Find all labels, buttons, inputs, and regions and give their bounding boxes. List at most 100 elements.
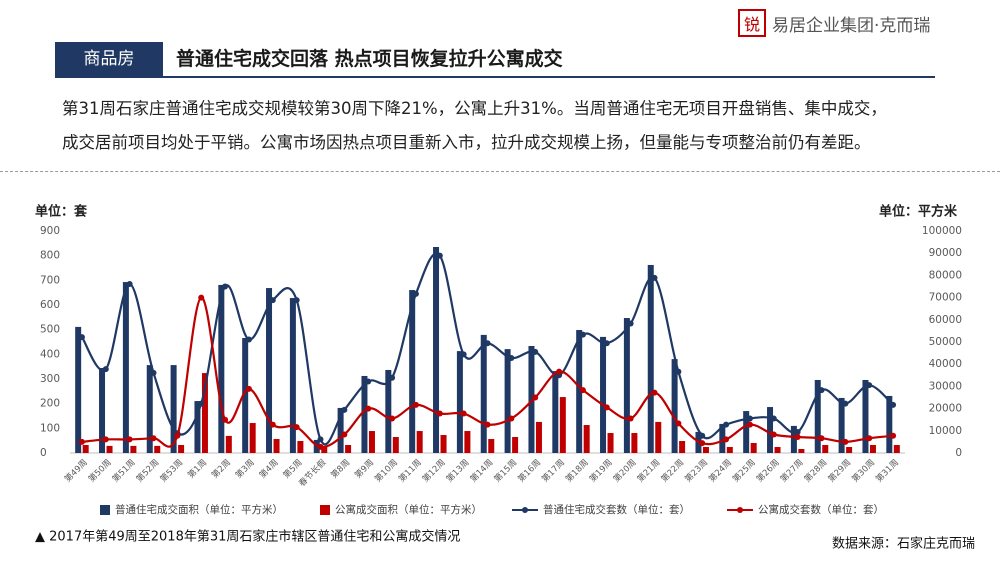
- line-marker: [126, 436, 133, 443]
- bar: [201, 373, 208, 453]
- x-tick-label: 第21周: [635, 457, 662, 484]
- bar: [273, 439, 280, 453]
- line-marker: [365, 405, 372, 412]
- x-tick-label: 第31周: [874, 457, 901, 484]
- x-tick-label: 第18周: [563, 457, 590, 484]
- bar: [416, 431, 423, 453]
- line-marker: [150, 435, 157, 442]
- line-marker: [508, 415, 515, 422]
- bar: [297, 441, 304, 453]
- bar: [838, 397, 845, 453]
- line-marker: [866, 382, 873, 389]
- x-tick-label: 第13周: [444, 457, 471, 484]
- bar: [464, 431, 471, 453]
- y2-tick-label: 70000: [929, 292, 962, 304]
- line-marker: [436, 410, 443, 417]
- line-marker: [675, 368, 682, 375]
- y-tick-label: 0: [40, 447, 47, 459]
- line-marker: [198, 400, 205, 407]
- line-marker: [532, 348, 539, 355]
- line-marker: [794, 429, 801, 436]
- y2-tick-label: 50000: [929, 336, 962, 348]
- line-marker: [174, 432, 181, 439]
- line-marker: [603, 340, 610, 347]
- bar: [266, 288, 273, 453]
- bar: [82, 445, 89, 453]
- bar: [433, 246, 440, 453]
- x-tick-label: 第20周: [611, 457, 638, 484]
- x-tick-label: 第30周: [850, 457, 877, 484]
- bar: [456, 351, 463, 453]
- bar: [886, 395, 893, 453]
- line-marker: [126, 281, 133, 288]
- line-marker: [794, 433, 801, 440]
- x-tick-label: 第23周: [683, 457, 710, 484]
- bar: [146, 365, 153, 453]
- section-tag: 商品房: [55, 42, 163, 76]
- body-line: 第31周石家庄普通住宅成交规模较第30周下降21%，公寓上升31%。当周普通住宅…: [62, 99, 887, 118]
- bar: [440, 435, 447, 453]
- line-marker: [842, 438, 849, 445]
- line-marker: [389, 415, 396, 422]
- line-marker: [222, 283, 229, 290]
- line-marker: [78, 438, 85, 445]
- line-marker: [579, 387, 586, 394]
- line-marker: [818, 387, 825, 394]
- line-marker: [102, 366, 109, 373]
- x-tick-label: 第14周: [468, 457, 495, 484]
- y-tick-label: 800: [40, 250, 60, 262]
- bar: [679, 441, 686, 453]
- line-marker: [341, 431, 348, 438]
- line-marker: [842, 400, 849, 407]
- line-marker: [293, 424, 300, 431]
- line-marker: [699, 440, 706, 447]
- bar: [392, 437, 399, 453]
- x-tick-label: 第22周: [659, 457, 686, 484]
- bar: [846, 447, 853, 453]
- bar: [719, 423, 726, 453]
- x-tick-label: 第2周: [209, 457, 233, 481]
- y2-tick-label: 10000: [929, 425, 962, 437]
- line-marker: [651, 274, 658, 281]
- line-marker: [198, 294, 205, 301]
- bar: [218, 284, 225, 453]
- line-marker: [556, 368, 563, 375]
- bar: [743, 411, 750, 453]
- x-tick-label: 第26周: [754, 457, 781, 484]
- line-marker: [460, 351, 467, 358]
- bar: [385, 369, 392, 453]
- line-marker: [866, 435, 873, 442]
- bar: [726, 447, 733, 453]
- y-tick-label: 600: [40, 299, 60, 311]
- line-marker: [222, 416, 229, 423]
- x-tick-label: 第15周: [492, 457, 519, 484]
- bar: [893, 445, 900, 453]
- title-rule: [55, 76, 935, 78]
- x-tick-label: 第28周: [802, 457, 829, 484]
- x-tick-label: 第4周: [257, 457, 281, 481]
- x-tick-label: 第25周: [730, 457, 757, 484]
- bar: [655, 421, 662, 453]
- bar: [249, 423, 256, 453]
- legend-label: 普通住宅成交套数（单位：套）: [543, 503, 690, 516]
- bar: [671, 359, 678, 453]
- bar: [170, 365, 177, 453]
- bar: [814, 379, 821, 453]
- bar: [790, 425, 797, 453]
- line-marker: [508, 355, 515, 362]
- line-marker: [293, 297, 300, 304]
- bar: [178, 445, 185, 453]
- line-marker: [412, 401, 419, 408]
- bar: [154, 445, 161, 453]
- bar: [194, 401, 201, 453]
- bar: [504, 349, 511, 453]
- line-marker: [484, 340, 491, 347]
- separator: [0, 171, 1000, 172]
- x-tick-label: 第24周: [707, 457, 734, 484]
- bar: [631, 433, 638, 453]
- bar: [702, 447, 709, 453]
- logo-seal: 锐: [738, 9, 766, 37]
- bar: [869, 445, 876, 453]
- line-marker: [365, 378, 372, 385]
